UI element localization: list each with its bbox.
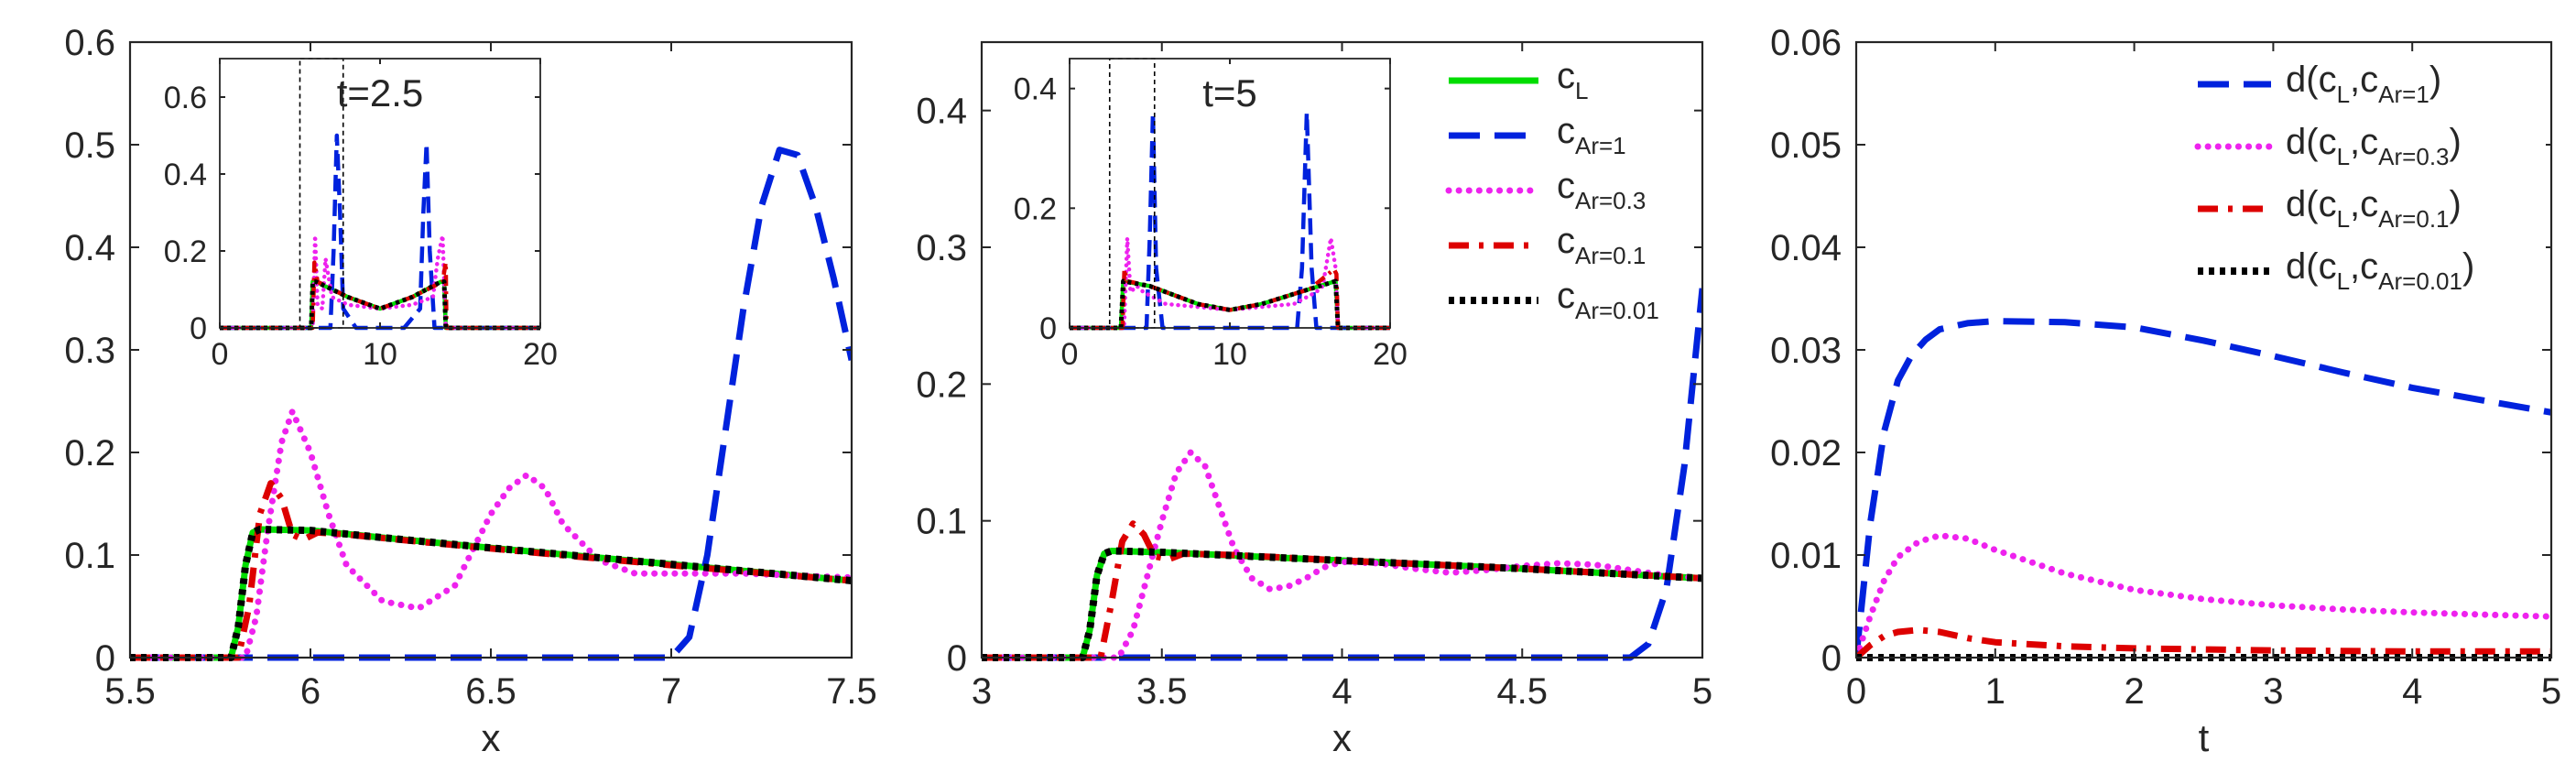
- legend-b-label-1: cAr=1: [1557, 111, 1626, 159]
- panel-c-xlabel: t: [2199, 716, 2210, 759]
- panel-b-inset-series-3: [1070, 267, 1390, 331]
- panel-a-ytick-label-4: 0.4: [64, 228, 115, 268]
- panel-b-ytick-label-1: 0.1: [916, 502, 967, 542]
- panel-c-xtick-label-5: 5: [2541, 671, 2561, 712]
- legend-panel-c: d(cL,cAr=1) d(cL,cAr=0.3) d(cL,cAr=0.1) d(c…: [2193, 55, 2546, 302]
- panel-a-inset-series-3: [220, 260, 540, 331]
- legend-c-label-0: d(cL,cAr=1): [2286, 60, 2441, 108]
- panel-b-inset-ytick-label-0: 0: [1039, 311, 1057, 346]
- panel-c-ytick-label-4: 0.04: [1770, 228, 1842, 268]
- panel-b-inset-ytick-label-2: 0.4: [1014, 72, 1057, 107]
- panel-b-xlabel: x: [1332, 716, 1352, 759]
- panel-a-inset-xtick-label-2: 20: [523, 337, 558, 372]
- panel-b-xtick-label-4: 5: [1692, 671, 1712, 712]
- legend-panel-c-box: [2193, 55, 2546, 302]
- legend-b-label-2: cAr=0.3: [1557, 166, 1646, 214]
- panel-b-ytick-label-0: 0: [947, 638, 967, 679]
- panel-c-series-0: [1856, 318, 2551, 659]
- panel-b-series-2: [982, 449, 1702, 661]
- panel-b-inset-xtick-label-2: 20: [1373, 337, 1408, 372]
- panel-c-ytick-label-0: 0: [1821, 638, 1842, 679]
- panel-b-inset-series-4: [1070, 278, 1390, 331]
- panel-c-ytick-label-5: 0.05: [1770, 125, 1842, 166]
- panel-a-xtick-label-2: 6.5: [465, 671, 516, 712]
- panel-b-xtick-label-3: 4.5: [1496, 671, 1548, 712]
- legend-c-label-3: d(cL,cAr=0.01): [2286, 246, 2474, 295]
- legend-c-label-1: d(cL,cAr=0.3): [2286, 122, 2462, 170]
- panel-a-ytick-label-1: 0.1: [64, 536, 115, 576]
- panel-c-ytick-label-6: 0.06: [1770, 23, 1842, 63]
- panel-c-xtick-label-2: 2: [2124, 671, 2144, 712]
- panel-b-inset: 0 10 20 0 0.2 0.4 t=5: [1014, 58, 1408, 372]
- panel-a-ytick-label-5: 0.5: [64, 125, 115, 166]
- panel-c-xtick-label-4: 4: [2402, 671, 2422, 712]
- panel-a-inset-ytick-label-1: 0.2: [164, 234, 207, 269]
- panel-b-inset-title: t=5: [1202, 71, 1257, 114]
- panel-c-ytick-label-2: 0.02: [1770, 433, 1842, 474]
- panel-b-xtick-label-1: 3.5: [1136, 671, 1188, 712]
- panel-c-xtick-label-0: 0: [1846, 671, 1866, 712]
- legend-b-label-0: cL: [1557, 56, 1588, 104]
- panel-b-inset-xtick-label-1: 10: [1212, 337, 1247, 372]
- panel-b-ytick-label-3: 0.3: [916, 228, 967, 268]
- panel-a-xtick-label-3: 7: [661, 671, 681, 712]
- panel-a-inset-series-4: [220, 279, 540, 331]
- panel-a-ytick-label-2: 0.2: [64, 433, 115, 474]
- panel-a-inset-ytick-label-0: 0: [190, 311, 207, 346]
- panel-b-xtick-label-0: 3: [972, 671, 992, 712]
- legend-panel-b-box: [1445, 55, 1694, 330]
- panel-a-ytick-label-0: 0: [95, 638, 115, 679]
- panel-c-series-2: [1856, 626, 2551, 660]
- panel-b-series-4: [982, 547, 1702, 661]
- panel-a-inset-title: t=2.5: [337, 71, 424, 114]
- panel-b-ytick-label-4: 0.4: [916, 92, 967, 132]
- panel-c-xtick-label-1: 1: [1985, 671, 2005, 712]
- legend-c-label-2: d(cL,cAr=0.1): [2286, 184, 2462, 233]
- panel-c-ytick-label-3: 0.03: [1770, 331, 1842, 371]
- panel-b-xtick-label-2: 4: [1331, 671, 1352, 712]
- panel-a-inset-xtick-label-1: 10: [363, 337, 397, 372]
- panel-a-inset-background: [220, 59, 540, 328]
- panel-a-series-2: [130, 408, 852, 661]
- panel-a-inset-series-2: [220, 233, 540, 331]
- panel-a-inset: 0 10 20 0 0.2 0.4 0.6 t=2.5: [164, 58, 558, 372]
- panel-a-ytick-label-6: 0.6: [64, 23, 115, 63]
- panel-a-series-3: [130, 480, 852, 661]
- legend-b-label-3: cAr=0.1: [1557, 221, 1646, 269]
- panel-a-xlabel: x: [482, 716, 501, 759]
- panel-b-inset-xtick-label-0: 0: [1061, 337, 1079, 372]
- panel-a-xtick-label-1: 6: [300, 671, 321, 712]
- panel-a-inset-ytick-label-3: 0.6: [164, 81, 207, 115]
- panel-a-inset-ytick-label-2: 0.4: [164, 158, 207, 192]
- panel-a-xtick-label-0: 5.5: [104, 671, 156, 712]
- panel-a-ytick-label-3: 0.3: [64, 331, 115, 371]
- panel-b-inset-ytick-label-1: 0.2: [1014, 191, 1057, 226]
- legend-panel-b: cL cAr=1 cAr=0.3 cAr=0.1 cAr=0.01: [1445, 55, 1694, 330]
- panel-b-series-1: [982, 288, 1702, 661]
- legend-b-label-4: cAr=0.01: [1557, 276, 1659, 324]
- panel-b-ytick-label-2: 0.2: [916, 365, 967, 405]
- panel-c-xtick-label-3: 3: [2263, 671, 2283, 712]
- panel-a-xtick-label-4: 7.5: [826, 671, 877, 712]
- panel-a-series-4: [130, 526, 852, 661]
- panel-c-series-1: [1856, 532, 2551, 661]
- panel-a-inset-xtick-label-0: 0: [212, 337, 229, 372]
- panel-c-ytick-label-1: 0.01: [1770, 536, 1842, 576]
